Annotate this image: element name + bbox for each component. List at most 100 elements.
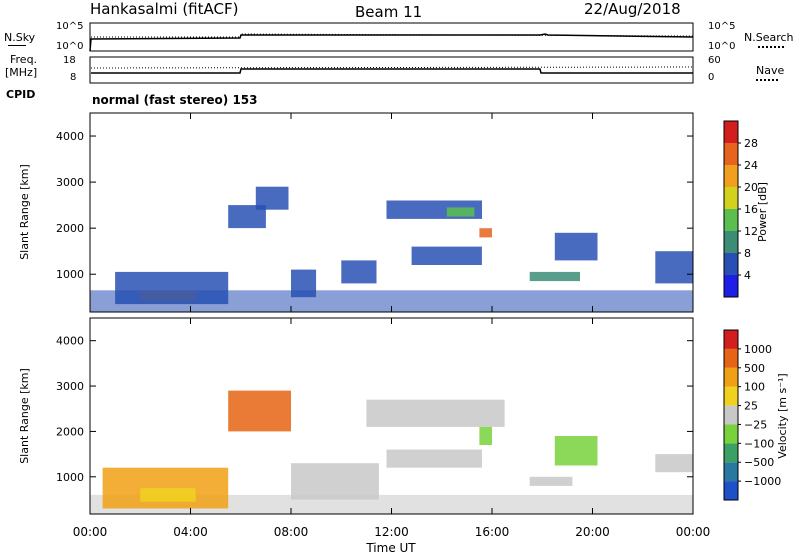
freq-tick-low: 8 bbox=[70, 72, 76, 83]
y-tick-label: 2000 bbox=[56, 425, 84, 438]
data-region bbox=[228, 205, 266, 229]
colorbar-tick-label: 20 bbox=[744, 181, 758, 194]
data-region bbox=[529, 271, 580, 282]
cpid-text: normal (fast stereo) 153 bbox=[92, 93, 258, 107]
colorbar-segment bbox=[724, 367, 738, 387]
data-region bbox=[366, 399, 505, 427]
colorbar-tick-label: −100 bbox=[744, 437, 774, 450]
freq-line bbox=[91, 68, 693, 74]
colorbar-segment bbox=[724, 143, 738, 165]
colorbar-tick-label: 24 bbox=[744, 159, 758, 172]
noise-tick-right-high: 10^5 bbox=[708, 21, 735, 32]
velocity-colorbar: −1000 −500 −100 −25 25 100 500 1000 bbox=[723, 329, 781, 501]
y-tick-label: 2000 bbox=[56, 222, 84, 235]
noise-panel: 10^5 10^0 10^5 10^0 bbox=[56, 21, 735, 52]
noise-tick-right-low: 10^0 bbox=[708, 41, 735, 52]
x-tick-label: 08:00 bbox=[274, 525, 309, 539]
freq-panel-frame bbox=[89, 56, 694, 84]
colorbar-segment bbox=[724, 443, 738, 463]
data-region bbox=[554, 436, 598, 466]
colorbar-segment bbox=[724, 231, 738, 253]
data-region bbox=[554, 232, 598, 261]
colorbar-tick-label: 28 bbox=[744, 137, 758, 150]
nsearch-legend-line bbox=[758, 46, 784, 48]
velocity-ylabel: Slant Range [km] bbox=[18, 368, 31, 464]
colorbar-segment bbox=[724, 165, 738, 187]
data-region bbox=[140, 488, 196, 502]
nave-legend-line bbox=[756, 79, 778, 81]
colorbar-tick-label: 1000 bbox=[744, 343, 772, 356]
data-region bbox=[90, 494, 693, 514]
colorbar-segment bbox=[724, 209, 738, 231]
x-tick-label: 00:00 bbox=[676, 525, 711, 539]
colorbar-tick-label: 16 bbox=[744, 203, 758, 216]
freq-panel: 18 8 60 0 bbox=[63, 55, 721, 84]
colorbar-segment bbox=[724, 348, 738, 368]
time-axis-label: Time UT bbox=[365, 541, 416, 554]
colorbar-segment bbox=[724, 187, 738, 209]
data-region bbox=[529, 476, 573, 486]
nsky-label: N.Sky bbox=[4, 31, 36, 44]
data-region bbox=[655, 251, 693, 284]
power-data-regions bbox=[90, 186, 693, 312]
power-y-ticks: 1000 2000 3000 4000 bbox=[56, 130, 693, 281]
colorbar-segment bbox=[724, 462, 738, 482]
y-tick-label: 1000 bbox=[56, 471, 84, 484]
data-region bbox=[341, 260, 377, 284]
x-tick-label: 12:00 bbox=[374, 525, 409, 539]
date-title: 22/Aug/2018 bbox=[584, 0, 681, 18]
colorbar-segment bbox=[724, 330, 738, 349]
power-x-tickmarks bbox=[89, 113, 694, 312]
data-region bbox=[479, 426, 492, 445]
y-tick-label: 3000 bbox=[56, 176, 84, 189]
nsearch-line bbox=[91, 33, 694, 38]
x-tick-label: 20:00 bbox=[575, 525, 610, 539]
data-region bbox=[291, 269, 317, 298]
power-colorbar-label: Power [dB] bbox=[756, 182, 769, 242]
colorbar-tick-label: −1000 bbox=[744, 475, 781, 488]
colorbar-tick-label: 500 bbox=[744, 362, 765, 375]
data-region bbox=[291, 463, 379, 500]
y-tick-label: 1000 bbox=[56, 268, 84, 281]
x-tick-label: 04:00 bbox=[173, 525, 208, 539]
data-region bbox=[479, 228, 492, 238]
noise-tick-left-high: 10^5 bbox=[56, 21, 83, 32]
colorbar-frame bbox=[723, 329, 739, 501]
colorbar-segment bbox=[724, 253, 738, 275]
nsky-line bbox=[89, 33, 694, 52]
freq-unit: [MHz] bbox=[5, 66, 38, 79]
velocity-y-ticks: 1000 2000 3000 4000 bbox=[56, 335, 693, 484]
velocity-data-regions bbox=[90, 390, 693, 514]
colorbar-segment bbox=[724, 275, 738, 297]
x-tick-label: 00:00 bbox=[73, 525, 108, 539]
colorbar-segment bbox=[724, 405, 738, 425]
colorbar-segment bbox=[724, 386, 738, 406]
noise-panel-frame bbox=[89, 22, 694, 52]
colorbar-tick-label: 12 bbox=[744, 225, 758, 238]
data-region bbox=[90, 290, 693, 312]
colorbar-tick-label: 4 bbox=[744, 269, 751, 282]
velocity-colorbar-label: Velocity [m s⁻¹] bbox=[776, 373, 789, 458]
time-axis-tick-labels: 00:00 04:00 08:00 12:00 16:00 20:00 00:00 bbox=[73, 525, 711, 539]
colorbar-tick-label: 25 bbox=[744, 400, 758, 413]
power-panel: 1000 2000 3000 4000 Slant Range [km] 4 8 12 16… bbox=[18, 112, 769, 313]
y-tick-label: 3000 bbox=[56, 380, 84, 393]
colorbar-tick-label: −25 bbox=[744, 418, 767, 431]
y-tick-label: 4000 bbox=[56, 335, 84, 348]
data-region bbox=[115, 271, 229, 305]
nsky-legend-line bbox=[8, 45, 26, 46]
beam-title: Beam 11 bbox=[355, 3, 423, 21]
velocity-panel: 1000 2000 3000 4000 Slant Range [km] −1000 −… bbox=[18, 317, 789, 515]
nave-line bbox=[90, 66, 694, 69]
velocity-x-tickmarks bbox=[89, 318, 694, 514]
freq-tick-high: 18 bbox=[63, 55, 76, 66]
data-region bbox=[386, 449, 482, 468]
data-region bbox=[228, 390, 291, 432]
colorbar-segment bbox=[724, 481, 738, 500]
data-region bbox=[411, 246, 482, 265]
nave-tick-high: 60 bbox=[708, 55, 721, 66]
nave-tick-low: 0 bbox=[708, 72, 714, 83]
station-title: Hankasalmi (fitACF) bbox=[90, 0, 239, 18]
colorbar-tick-label: 100 bbox=[744, 381, 765, 394]
